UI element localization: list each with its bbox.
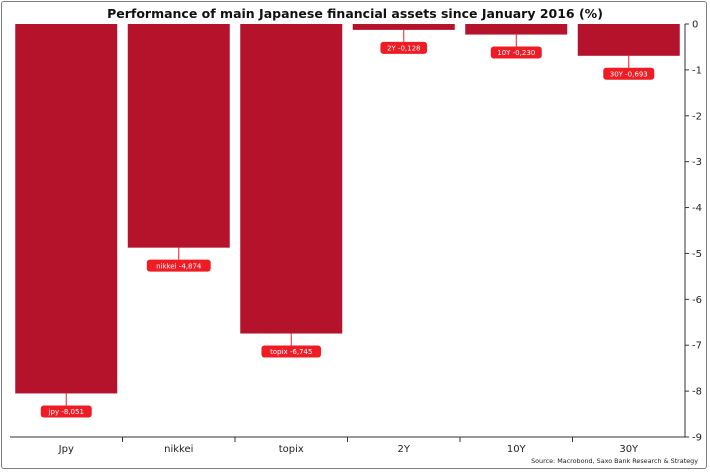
x-tick-label: 30Y bbox=[619, 444, 639, 455]
y-tick-label: -5 bbox=[692, 249, 702, 260]
data-label: 30Y -0,693 bbox=[610, 70, 648, 78]
y-tick-label: -3 bbox=[692, 157, 702, 168]
data-label-box bbox=[380, 41, 428, 54]
data-label-box bbox=[40, 405, 92, 418]
data-label-box bbox=[603, 67, 655, 80]
data-label: topix -6,745 bbox=[270, 348, 312, 356]
bar bbox=[352, 24, 455, 30]
x-tick-label: Jpy bbox=[58, 444, 74, 455]
chart-title: Performance of main Japanese financial a… bbox=[107, 6, 603, 21]
data-label-box bbox=[490, 46, 542, 59]
y-tick-label: -2 bbox=[692, 111, 702, 122]
x-tick-label: 10Y bbox=[507, 444, 527, 455]
data-label: nikkei -4,874 bbox=[156, 262, 202, 270]
x-tick-label: topix bbox=[279, 444, 304, 455]
data-label: 2Y -0,128 bbox=[387, 44, 421, 52]
x-tick-label: nikkei bbox=[164, 444, 193, 455]
data-label-box bbox=[146, 259, 211, 272]
data-label-box bbox=[261, 345, 322, 358]
bar bbox=[577, 24, 680, 56]
chart-source: Source: Macrobond, Saxo Bank Research & … bbox=[531, 457, 698, 465]
bar bbox=[240, 24, 343, 334]
x-tick-label: 2Y bbox=[398, 444, 411, 455]
y-tick-label: -4 bbox=[692, 203, 702, 214]
bar bbox=[127, 24, 230, 248]
data-label: 10Y -0,230 bbox=[497, 49, 535, 57]
data-label: jpy -8,051 bbox=[48, 408, 84, 416]
bar bbox=[465, 24, 568, 35]
y-tick-label: -1 bbox=[692, 65, 702, 76]
y-tick-label: 0 bbox=[692, 20, 698, 31]
y-tick-label: -8 bbox=[692, 387, 702, 398]
y-tick-label: -7 bbox=[692, 341, 702, 352]
bar bbox=[15, 24, 118, 394]
y-tick-label: -6 bbox=[692, 295, 702, 306]
y-tick-label: -9 bbox=[692, 433, 702, 444]
